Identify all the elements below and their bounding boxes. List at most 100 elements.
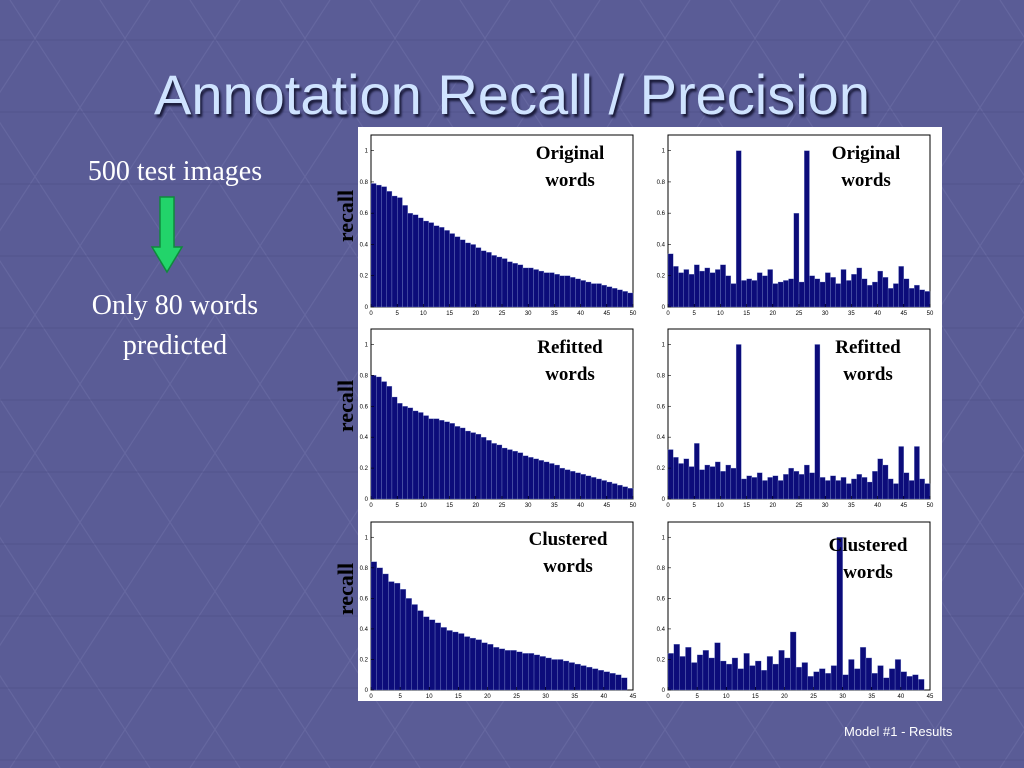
bar bbox=[731, 657, 739, 691]
bar bbox=[568, 662, 575, 691]
bar bbox=[900, 671, 907, 691]
bar bbox=[804, 464, 810, 500]
bar bbox=[872, 281, 878, 308]
bar bbox=[596, 478, 602, 500]
bar bbox=[402, 406, 408, 500]
x-tick-label: 10 bbox=[420, 311, 427, 317]
bar bbox=[755, 660, 762, 691]
bar bbox=[903, 472, 910, 500]
bar bbox=[412, 410, 419, 500]
y-tick-label: 0 bbox=[365, 688, 369, 694]
bar bbox=[469, 637, 476, 691]
chart-4: 0 5 10 15 20 25 30 35 40 45 50 0 0.2 0.4 0.6 0.8 1 Refitt… bbox=[657, 328, 934, 509]
bar bbox=[699, 469, 705, 500]
y-tick-label: 0.6 bbox=[657, 404, 666, 410]
bar bbox=[423, 220, 429, 308]
bar bbox=[418, 412, 424, 500]
bar bbox=[889, 668, 896, 691]
bar bbox=[877, 270, 883, 308]
x-tick-label: 35 bbox=[848, 311, 855, 317]
bar bbox=[391, 396, 398, 500]
bar bbox=[924, 483, 931, 500]
y-tick-label: 0 bbox=[662, 497, 666, 503]
x-tick-label: 35 bbox=[551, 503, 558, 509]
bar bbox=[751, 477, 758, 500]
y-tick-label: 0.2 bbox=[360, 657, 369, 663]
x-tick-label: 20 bbox=[472, 503, 479, 509]
bar bbox=[440, 627, 447, 691]
bar bbox=[856, 474, 863, 500]
bar bbox=[597, 669, 605, 691]
bar bbox=[795, 666, 803, 691]
bar bbox=[743, 653, 750, 691]
bar bbox=[835, 480, 842, 500]
bar bbox=[887, 478, 894, 500]
y-tick-label: 0.6 bbox=[360, 404, 369, 410]
bar bbox=[877, 665, 884, 691]
bar bbox=[538, 460, 545, 500]
bar bbox=[606, 286, 613, 308]
bar bbox=[679, 656, 686, 691]
bar bbox=[399, 589, 407, 691]
bar bbox=[458, 633, 465, 691]
bar bbox=[871, 673, 878, 691]
bar bbox=[397, 403, 403, 500]
bar bbox=[704, 267, 711, 308]
x-tick-label: 30 bbox=[839, 694, 846, 700]
bar bbox=[486, 252, 492, 308]
y-tick-label: 1 bbox=[662, 535, 666, 541]
bar bbox=[783, 280, 789, 308]
bar bbox=[454, 426, 461, 500]
bar bbox=[708, 657, 715, 691]
bar bbox=[783, 474, 789, 500]
bar bbox=[388, 581, 395, 691]
bar bbox=[475, 247, 482, 308]
bar bbox=[861, 278, 868, 308]
bar bbox=[459, 427, 466, 500]
bar bbox=[533, 269, 539, 308]
bar bbox=[580, 665, 587, 691]
x-tick-label: 45 bbox=[900, 311, 907, 317]
bar bbox=[694, 264, 700, 308]
bar bbox=[673, 457, 679, 500]
bar bbox=[557, 659, 564, 691]
bar bbox=[667, 253, 674, 308]
bar bbox=[683, 458, 690, 500]
bar bbox=[434, 622, 442, 691]
bar bbox=[688, 274, 695, 308]
bar bbox=[438, 227, 445, 308]
bar bbox=[762, 480, 768, 500]
bar bbox=[585, 281, 592, 308]
x-tick-label: 45 bbox=[900, 503, 907, 509]
bar bbox=[621, 677, 628, 691]
bar bbox=[761, 669, 768, 691]
bar bbox=[667, 653, 674, 691]
bar bbox=[749, 665, 756, 691]
bar bbox=[846, 483, 852, 500]
bar bbox=[496, 444, 503, 500]
bar bbox=[685, 647, 692, 691]
bar bbox=[501, 258, 508, 308]
chart-title: words bbox=[841, 170, 891, 191]
bar bbox=[746, 278, 752, 308]
bar bbox=[569, 471, 576, 500]
bar bbox=[580, 474, 586, 500]
x-tick-label: 20 bbox=[472, 311, 479, 317]
bar bbox=[918, 679, 925, 691]
chart-title: words bbox=[545, 364, 595, 385]
y-tick-label: 1 bbox=[365, 535, 369, 541]
x-tick-label: 40 bbox=[577, 503, 584, 509]
x-tick-label: 15 bbox=[455, 694, 462, 700]
x-tick-label: 20 bbox=[769, 503, 776, 509]
bar bbox=[746, 475, 752, 500]
bar bbox=[725, 464, 732, 500]
x-tick-label: 25 bbox=[499, 503, 506, 509]
x-tick-label: 50 bbox=[630, 311, 637, 317]
bar bbox=[846, 280, 852, 308]
bar bbox=[370, 183, 377, 308]
bar bbox=[622, 486, 628, 500]
x-tick-label: 15 bbox=[446, 503, 453, 509]
bar bbox=[504, 650, 511, 691]
bar bbox=[893, 283, 899, 308]
bar bbox=[741, 478, 747, 500]
